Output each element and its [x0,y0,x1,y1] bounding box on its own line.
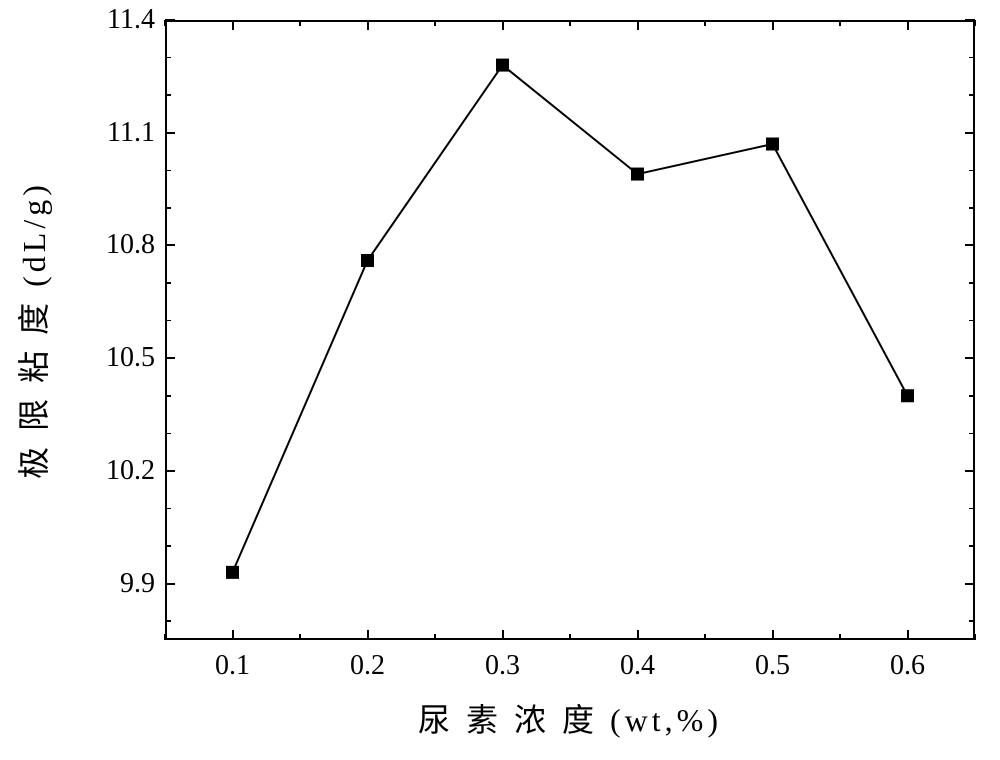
chart-container: 极 限 粘 度 (dL/g) 尿 素 浓 度 (wt,%) 0.10.20.30… [0,0,1000,760]
series-line [233,65,908,572]
series-marker [632,168,644,180]
series-marker [767,138,779,150]
series-marker [497,59,509,71]
data-series [0,0,1000,760]
series-marker [227,566,239,578]
series-marker [362,254,374,266]
series-marker [902,390,914,402]
